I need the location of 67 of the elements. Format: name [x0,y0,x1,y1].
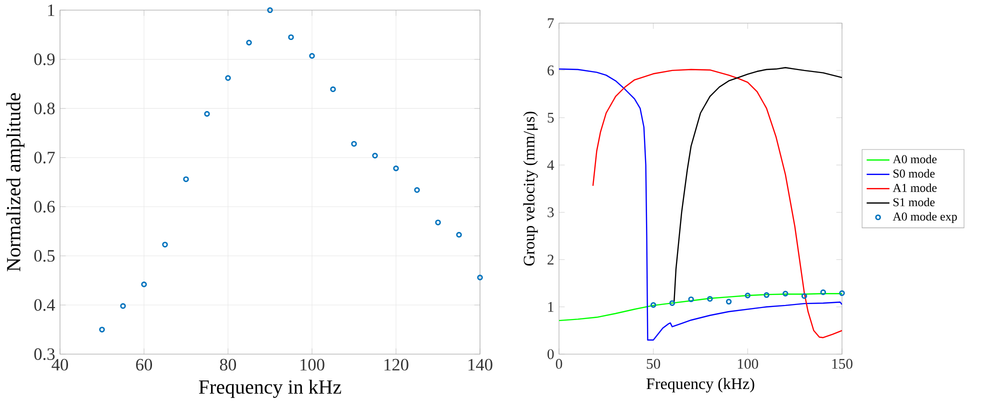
y-tick-label: 6 [548,65,554,76]
y-tick-label: 7 [548,18,554,28]
x-tick-label: 50 [646,358,660,369]
x-tick-label: 100 [738,358,758,369]
x-tick-label: 100 [300,358,324,370]
point [393,165,399,172]
point [414,187,420,193]
y-tick-label: 0.4 [34,299,56,311]
y-tick-label: 5 [548,112,554,123]
y-axis-title: Group velocity (mm/μs) [523,112,538,266]
y-tick-label: 0.3 [34,348,55,360]
point [801,293,808,299]
point [744,292,751,298]
legend-label: S0 mode [894,169,935,178]
point [839,290,845,296]
point [162,242,168,248]
point [669,300,676,306]
x-tick-label: 0 [556,358,562,369]
point [309,52,315,59]
point [267,7,273,13]
point [764,292,770,298]
line-series [673,66,842,303]
legend-label: A0 mode exp [892,212,957,223]
y-axis-title: Normalized amplitude [6,93,24,272]
point [120,303,126,309]
point [477,274,483,280]
y-tick-label: 0.7 [34,152,55,164]
point [246,40,252,46]
legend-label: A1 mode [892,183,937,192]
point [650,302,656,308]
legend-label: A0 mode [892,154,937,164]
point [688,296,694,302]
y-tick-label: 1 [548,302,554,312]
x-tick-label: 60 [136,358,152,370]
x-tick-label: 40 [52,358,68,370]
y-tick-label: 3 [548,207,554,218]
line-series [559,292,842,322]
y-tick-label: 4 [547,160,554,170]
point [782,290,788,296]
x-tick-label: 140 [468,358,492,370]
point [351,140,357,147]
point [435,220,441,226]
x-tick-label: 80 [220,358,236,370]
point [726,298,732,304]
y-tick-label: 2 [548,254,554,264]
y-tick-label: 0.5 [34,250,55,262]
point [288,34,294,40]
x-axis-title: Frequency in kHz [198,380,342,398]
point [183,176,189,182]
point [99,326,105,332]
y-tick-label: 0.9 [34,53,55,66]
point [225,75,231,81]
point [820,289,826,296]
y-tick-label: 0 [548,349,554,360]
y-tick-label: 1 [48,4,54,16]
x-tick-label: 150 [832,358,852,369]
y-tick-label: 0.8 [34,102,55,114]
point [204,110,210,117]
point [141,281,147,288]
point [456,232,462,238]
point [330,86,336,92]
x-axis-title: Frequency (kHz) [646,378,754,392]
point [707,296,713,302]
x-tick-label: 120 [384,358,408,370]
y-tick-label: 0.6 [34,200,55,213]
point [372,152,378,158]
legend-label: S1 mode [894,198,935,206]
